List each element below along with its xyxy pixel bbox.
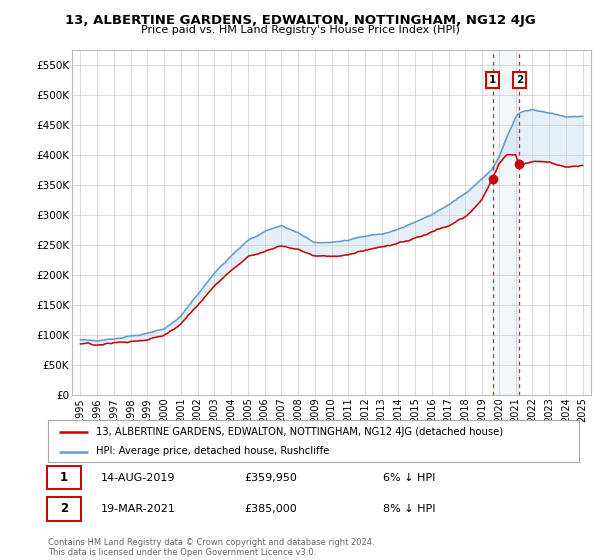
Text: £385,000: £385,000 xyxy=(244,504,297,514)
Text: 6% ↓ HPI: 6% ↓ HPI xyxy=(383,473,435,483)
Text: 1: 1 xyxy=(489,76,496,85)
Text: 1: 1 xyxy=(60,471,68,484)
Text: Contains HM Land Registry data © Crown copyright and database right 2024.
This d: Contains HM Land Registry data © Crown c… xyxy=(48,538,374,557)
Text: 19-MAR-2021: 19-MAR-2021 xyxy=(101,504,176,514)
Text: 8% ↓ HPI: 8% ↓ HPI xyxy=(383,504,435,514)
Text: £359,950: £359,950 xyxy=(244,473,298,483)
Text: Price paid vs. HM Land Registry's House Price Index (HPI): Price paid vs. HM Land Registry's House … xyxy=(140,25,460,35)
Text: 13, ALBERTINE GARDENS, EDWALTON, NOTTINGHAM, NG12 4JG (detached house): 13, ALBERTINE GARDENS, EDWALTON, NOTTING… xyxy=(96,427,503,437)
Text: HPI: Average price, detached house, Rushcliffe: HPI: Average price, detached house, Rush… xyxy=(96,446,329,456)
FancyBboxPatch shape xyxy=(47,466,81,489)
Text: 14-AUG-2019: 14-AUG-2019 xyxy=(101,473,176,483)
Text: 13, ALBERTINE GARDENS, EDWALTON, NOTTINGHAM, NG12 4JG: 13, ALBERTINE GARDENS, EDWALTON, NOTTING… xyxy=(65,14,535,27)
FancyBboxPatch shape xyxy=(47,497,81,521)
Text: 2: 2 xyxy=(60,502,68,515)
Text: 2: 2 xyxy=(515,76,523,85)
Bar xyxy=(493,50,519,395)
